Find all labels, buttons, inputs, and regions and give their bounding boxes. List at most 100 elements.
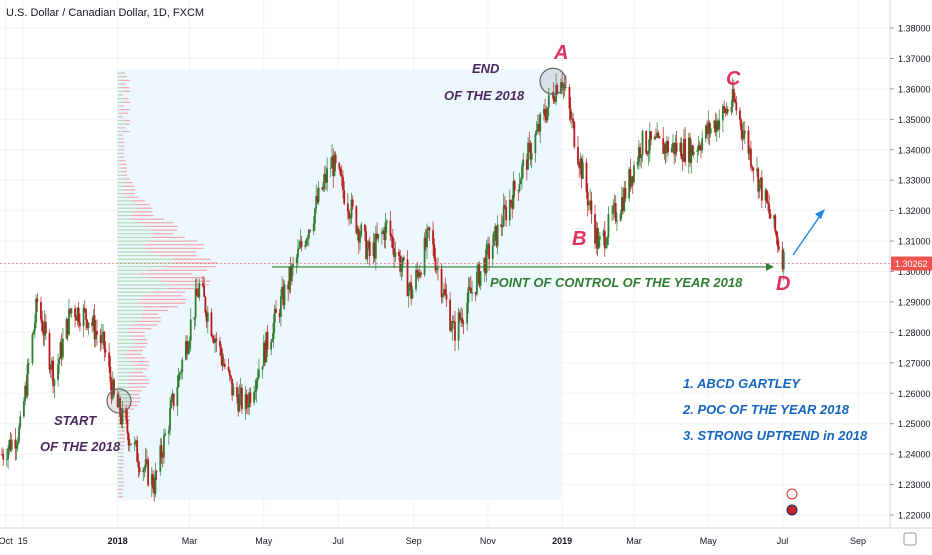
candle-body — [194, 289, 197, 318]
candle-body — [663, 144, 666, 154]
profile-bar-down — [120, 441, 125, 443]
candle-body — [758, 179, 761, 192]
candle-body — [735, 102, 738, 111]
candle-body — [1, 454, 3, 455]
candle-body — [641, 130, 644, 156]
candle-body — [628, 169, 631, 199]
candle-body — [612, 205, 615, 214]
profile-bar-down — [130, 393, 140, 396]
candle-body — [211, 336, 214, 339]
candle-body — [680, 142, 683, 160]
profile-bar-down — [120, 485, 124, 487]
candle-body — [535, 130, 538, 135]
candle-body — [195, 289, 198, 296]
candle-body — [68, 308, 70, 335]
candle-body — [461, 317, 464, 323]
profile-bar-up — [117, 171, 122, 173]
candle-body — [93, 315, 96, 340]
chart-title: U.S. Dollar / Canadian Dollar, 1D, FXCM — [6, 7, 204, 19]
candle-body — [444, 289, 447, 295]
price-axis-label: 1.32000 — [898, 206, 931, 216]
profile-bar-down — [119, 437, 125, 439]
canada-flag-icon — [786, 488, 798, 500]
candle-body — [521, 166, 523, 180]
profile-bar-down — [129, 401, 141, 403]
candle-body — [258, 369, 260, 378]
profile-bar-down — [149, 240, 198, 242]
price-axis-label: 1.28000 — [898, 328, 931, 338]
profile-bar-down — [161, 280, 211, 282]
candle-body — [247, 404, 249, 408]
candle-body — [765, 190, 768, 202]
candle-body — [350, 199, 353, 218]
candle-body — [53, 379, 56, 387]
candle-body — [384, 222, 387, 241]
candle-body — [77, 307, 80, 323]
candle-body — [730, 106, 733, 112]
candle-body — [410, 282, 413, 299]
profile-bar-up — [117, 160, 121, 162]
candle-body — [665, 141, 668, 153]
candle-body — [542, 109, 545, 115]
candle-body — [597, 239, 600, 249]
candle-body — [184, 341, 187, 360]
candle-body — [536, 124, 539, 131]
profile-bar-up — [117, 382, 128, 385]
profile-bar-down — [121, 112, 129, 114]
profile-bar-up — [117, 258, 174, 260]
profile-bar-up — [117, 214, 131, 217]
price-axis-label: 1.22000 — [898, 511, 931, 521]
candle-body — [529, 143, 532, 160]
candle-body — [525, 159, 528, 170]
profile-bar-up — [117, 141, 121, 144]
candle-body — [212, 338, 215, 343]
profile-bar-up — [117, 79, 122, 81]
candle-body — [757, 168, 760, 192]
profile-bar-down — [121, 72, 125, 74]
candle-body — [287, 284, 290, 290]
candle-body — [606, 237, 609, 246]
profile-bar-down — [120, 94, 124, 96]
profile-bar-down — [148, 269, 207, 271]
candle-body — [764, 190, 767, 201]
candle-body — [451, 321, 454, 330]
candle-body — [59, 342, 62, 359]
candle-body — [724, 108, 727, 114]
candle-body — [585, 162, 588, 192]
profile-bar-up — [117, 470, 120, 472]
profile-bar-down — [120, 430, 126, 432]
profile-bar-down — [120, 167, 128, 169]
candle-body — [266, 331, 269, 350]
candle-body — [299, 241, 302, 248]
profile-bar-down — [121, 79, 131, 81]
candle-body — [245, 394, 248, 405]
price-axis-label: 1.25000 — [898, 419, 931, 429]
candle-body — [553, 100, 556, 103]
candle-body — [232, 387, 235, 396]
candle-body — [620, 197, 623, 214]
candle-body — [309, 230, 311, 232]
candle-body — [103, 331, 106, 350]
profile-bar-up — [117, 353, 125, 355]
profile-bar-up — [117, 496, 120, 498]
profile-bar-down — [127, 350, 143, 352]
profile-bar-up — [117, 123, 126, 125]
profile-bar-down — [126, 357, 146, 359]
candle-body — [102, 331, 104, 336]
candle-body — [616, 220, 618, 222]
candle-body — [329, 168, 332, 169]
candle-body — [130, 443, 132, 445]
candle-body — [85, 309, 87, 320]
candle-body — [23, 401, 25, 417]
profile-bar-up — [117, 287, 167, 290]
profile-bar-up — [117, 368, 136, 370]
candle-body — [696, 150, 699, 152]
candle-body — [170, 399, 173, 409]
time-axis-label: Sep — [850, 536, 866, 546]
profile-bar-up — [117, 101, 124, 103]
candle-body — [355, 206, 358, 234]
profile-bar-up — [117, 441, 121, 443]
candle-body — [494, 226, 497, 232]
profile-bar-up — [117, 375, 131, 377]
candle-body — [359, 235, 361, 243]
